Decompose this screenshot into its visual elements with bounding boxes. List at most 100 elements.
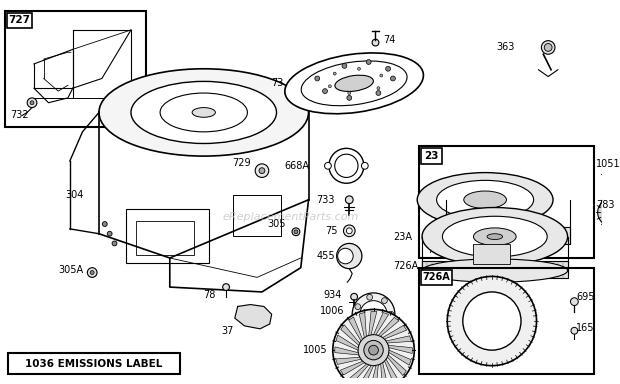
Circle shape	[347, 228, 352, 234]
Polygon shape	[340, 361, 365, 375]
Ellipse shape	[160, 93, 247, 132]
Circle shape	[358, 334, 389, 366]
Polygon shape	[358, 366, 373, 384]
Circle shape	[329, 85, 331, 88]
Text: 732: 732	[10, 110, 29, 120]
Text: 1005: 1005	[303, 345, 328, 355]
Circle shape	[335, 154, 358, 177]
Text: 165: 165	[577, 323, 595, 333]
Circle shape	[315, 76, 320, 81]
Polygon shape	[388, 345, 412, 354]
Circle shape	[598, 199, 620, 226]
Circle shape	[294, 230, 298, 234]
Text: 37: 37	[221, 326, 234, 336]
Text: 1051: 1051	[596, 159, 620, 169]
Circle shape	[541, 41, 555, 54]
Circle shape	[223, 284, 229, 290]
Circle shape	[87, 268, 97, 277]
Circle shape	[324, 162, 331, 169]
Text: 726: 726	[427, 245, 446, 255]
Text: 727: 727	[9, 15, 30, 25]
Circle shape	[386, 66, 391, 71]
Circle shape	[102, 222, 107, 227]
Circle shape	[355, 304, 361, 310]
Ellipse shape	[464, 191, 507, 209]
Circle shape	[571, 327, 578, 334]
Circle shape	[570, 298, 578, 306]
Circle shape	[352, 293, 395, 336]
Bar	[233, 195, 281, 236]
Ellipse shape	[99, 69, 309, 156]
Text: 726A: 726A	[423, 272, 451, 282]
Circle shape	[447, 276, 536, 366]
Ellipse shape	[301, 61, 407, 106]
Circle shape	[343, 225, 355, 237]
Ellipse shape	[417, 172, 553, 227]
Circle shape	[603, 205, 619, 220]
Ellipse shape	[335, 75, 373, 91]
Circle shape	[360, 301, 387, 328]
Circle shape	[366, 60, 371, 65]
Bar	[419, 268, 594, 374]
Text: 934: 934	[323, 290, 342, 300]
Circle shape	[367, 328, 373, 334]
Text: 668A: 668A	[285, 161, 309, 171]
Circle shape	[364, 341, 383, 360]
Circle shape	[334, 72, 336, 75]
Ellipse shape	[436, 180, 534, 219]
Circle shape	[358, 67, 360, 70]
Polygon shape	[386, 336, 411, 343]
Polygon shape	[341, 325, 360, 345]
Circle shape	[112, 241, 117, 246]
Circle shape	[606, 169, 616, 179]
Polygon shape	[370, 365, 378, 384]
Text: 23A: 23A	[393, 232, 412, 242]
Text: 695: 695	[577, 292, 595, 302]
Circle shape	[259, 168, 265, 174]
Text: 726A: 726A	[393, 261, 418, 271]
Polygon shape	[235, 305, 272, 329]
Polygon shape	[389, 350, 411, 365]
Polygon shape	[349, 317, 363, 341]
Circle shape	[388, 311, 394, 317]
Bar	[8, 353, 180, 374]
Text: 304: 304	[65, 190, 83, 200]
Circle shape	[361, 162, 368, 169]
Circle shape	[329, 148, 364, 183]
Circle shape	[338, 248, 353, 264]
Ellipse shape	[474, 228, 516, 245]
Text: 305A: 305A	[58, 265, 83, 275]
Text: 305: 305	[268, 219, 286, 229]
Circle shape	[255, 164, 268, 177]
Circle shape	[544, 43, 552, 51]
Text: 73: 73	[272, 78, 284, 88]
Polygon shape	[383, 325, 407, 339]
Text: 455: 455	[316, 251, 335, 261]
Bar	[429, 227, 570, 244]
Circle shape	[345, 196, 353, 204]
Circle shape	[372, 39, 379, 46]
Polygon shape	[378, 317, 399, 336]
Circle shape	[292, 228, 300, 236]
Circle shape	[27, 98, 37, 108]
Polygon shape	[335, 347, 359, 355]
Polygon shape	[388, 355, 406, 376]
Circle shape	[322, 89, 327, 94]
Polygon shape	[369, 311, 377, 335]
Circle shape	[30, 101, 34, 105]
Polygon shape	[336, 335, 358, 350]
Text: 363: 363	[496, 43, 514, 53]
Circle shape	[381, 298, 388, 303]
Circle shape	[381, 325, 388, 331]
Text: 729: 729	[232, 158, 250, 168]
Text: 74: 74	[383, 35, 396, 45]
Ellipse shape	[131, 81, 277, 144]
Circle shape	[351, 293, 358, 300]
Text: 78: 78	[203, 290, 215, 300]
Circle shape	[376, 91, 381, 96]
Ellipse shape	[487, 234, 503, 240]
Circle shape	[337, 243, 362, 269]
Bar	[472, 219, 507, 243]
Bar	[5, 11, 146, 127]
Bar	[126, 209, 208, 263]
